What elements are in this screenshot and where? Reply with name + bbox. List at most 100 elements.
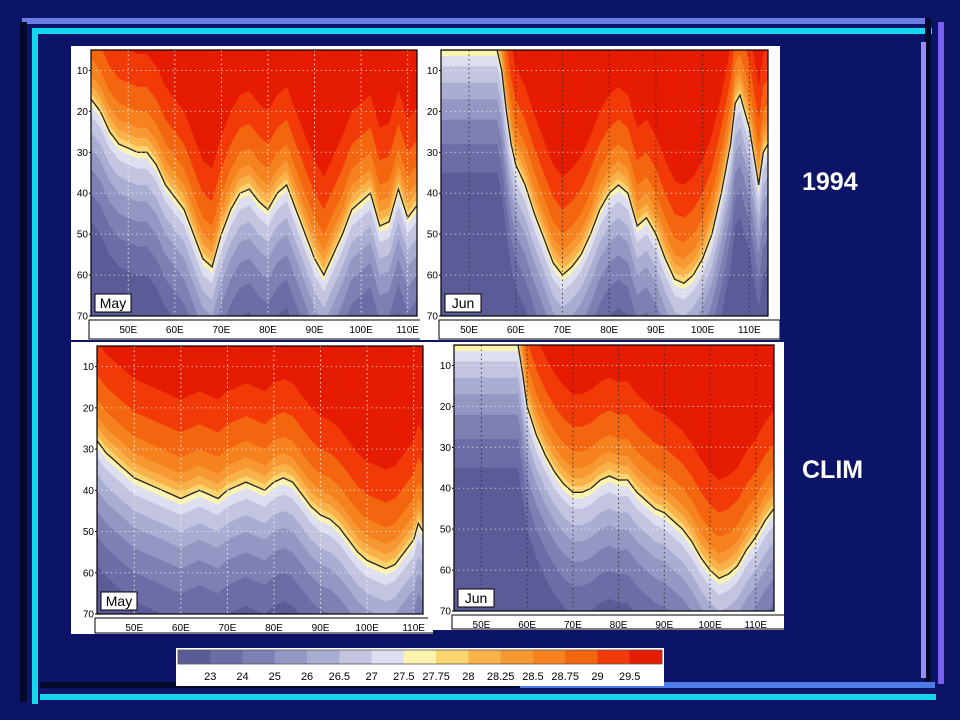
frame-bar-right-dark <box>925 18 931 686</box>
x-tick-label: 60E <box>172 623 190 634</box>
frame-bar-top-light <box>22 18 928 24</box>
legend-label: 26 <box>301 671 313 683</box>
x-tick-label: 80E <box>265 623 283 634</box>
y-tick-label: 60 <box>77 271 89 282</box>
y-tick-label: 30 <box>83 445 95 456</box>
y-tick-label: 30 <box>440 443 452 454</box>
x-tick-label: 50E <box>125 623 143 634</box>
x-tick-label: 110E <box>396 325 419 336</box>
y-tick-label: 50 <box>83 527 95 538</box>
x-tick-label: 60E <box>518 620 536 630</box>
frame-bar-right-inner <box>921 42 926 678</box>
legend-label: 26.5 <box>329 671 350 683</box>
legend-swatch <box>339 650 373 664</box>
chart-panel-clim-jun: 10 20 30 40 50 60 70 50E 60E 70E 80E 90E 100E 110E Jun <box>428 342 784 630</box>
legend-swatch <box>436 650 469 664</box>
color-legend-bar: 23 24 25 26 26.5 27 27.5 27.75 28 28.25 28.5 28.75 2… <box>177 649 663 683</box>
chart-panel-1994-may: 10 20 30 40 50 60 70 50E 60E 70E 80E 90E 100E 110E May <box>71 46 433 340</box>
legend-swatch <box>242 650 276 664</box>
frame-bar-left-dark <box>20 22 27 702</box>
frame-bar-top-cyan <box>32 28 932 34</box>
plot-frame <box>90 49 418 317</box>
month-label: May <box>100 295 126 311</box>
thermocline-line <box>441 50 768 285</box>
x-tick-label: 90E <box>306 325 324 336</box>
x-tick-label: 90E <box>312 623 330 634</box>
x-tick-label: 110E <box>402 623 425 634</box>
thermocline-line <box>97 440 423 570</box>
chart-clim-jun: 10 20 30 40 50 60 70 50E 60E 70E 80E 90E 100E 110E Jun <box>440 344 784 630</box>
month-label-box <box>457 588 495 608</box>
contour-field <box>454 345 774 611</box>
y-tick-label: 40 <box>77 189 89 200</box>
frame-bar-bottom-cyan <box>40 694 936 700</box>
y-tick-label: 70 <box>427 312 439 323</box>
contour-field <box>91 50 417 316</box>
y-tick-label: 30 <box>427 148 439 159</box>
y-tick-label: 40 <box>427 189 439 200</box>
x-tick-label: 60E <box>166 325 184 336</box>
x-axis-strip <box>438 319 780 340</box>
x-tick-label: 80E <box>600 325 618 336</box>
legend-label: 28.25 <box>487 671 515 683</box>
x-tick-label: 70E <box>564 620 582 630</box>
legend-swatch <box>597 650 631 664</box>
month-label: Jun <box>452 295 475 311</box>
y-tick-label: 20 <box>427 107 439 118</box>
x-tick-label: 100E <box>691 325 715 336</box>
month-label-box <box>444 293 482 313</box>
month-label-box <box>100 591 138 611</box>
legend-swatch <box>210 650 244 664</box>
contour-band <box>100 346 423 470</box>
row-label-1994: 1994 <box>802 168 858 196</box>
x-tick-label: 100E <box>355 623 379 634</box>
x-tick-label: 90E <box>655 620 673 630</box>
x-tick-label: 70E <box>213 325 231 336</box>
x-axis-strip <box>451 614 784 630</box>
color-legend: 23 24 25 26 26.5 27 27.5 27.75 28 28.25 28.5 28.75 2… <box>176 648 664 686</box>
legend-label: 27 <box>365 671 377 683</box>
contour-field <box>441 50 768 316</box>
y-tick-label: 10 <box>427 66 439 77</box>
row-label-clim: CLIM <box>802 456 864 484</box>
chart-panel-1994-jun: 10 20 30 40 50 60 70 50E 60E 70E 80E 90E 100E 110E Jun <box>420 46 780 340</box>
legend-swatch <box>371 650 405 664</box>
y-tick-label: 10 <box>440 361 452 372</box>
y-tick-label: 70 <box>440 607 452 618</box>
x-tick-label: 70E <box>554 325 572 336</box>
x-tick-label: 80E <box>259 325 277 336</box>
y-tick-label: 50 <box>440 525 452 536</box>
contour-band <box>512 50 766 185</box>
legend-label: 28.5 <box>522 671 543 683</box>
y-tick-label: 20 <box>83 403 95 414</box>
y-tick-label: 40 <box>440 484 452 495</box>
frame-bar-left-cyan <box>32 32 38 704</box>
y-tick-label: 10 <box>83 362 95 373</box>
contour-band <box>128 50 417 177</box>
month-label: Jun <box>465 590 488 606</box>
y-tick-label: 10 <box>77 66 89 77</box>
y-tick-label: 60 <box>427 271 439 282</box>
x-tick-label: 50E <box>473 620 491 630</box>
x-tick-label: 70E <box>219 623 237 634</box>
x-tick-label: 100E <box>698 620 722 630</box>
x-tick-label: 80E <box>610 620 628 630</box>
contour-band <box>539 345 774 480</box>
legend-label: 27.5 <box>393 671 414 683</box>
legend-label: 23 <box>204 671 216 683</box>
legend-swatch <box>178 650 211 664</box>
legend-label: 28 <box>462 671 474 683</box>
legend-swatch <box>307 650 340 664</box>
y-tick-label: 70 <box>83 610 95 621</box>
legend-frame <box>177 649 663 665</box>
x-tick-label: 110E <box>738 325 761 336</box>
legend-label: 25 <box>269 671 281 683</box>
y-tick-label: 30 <box>77 148 89 159</box>
plot-frame <box>440 49 769 317</box>
y-tick-label: 50 <box>427 230 439 241</box>
legend-swatch <box>274 650 308 664</box>
chart-clim-may: 10 20 30 40 50 60 70 50E 60E 70E 80E 90E 100E 110E May <box>83 345 433 634</box>
x-tick-label: 100E <box>349 325 373 336</box>
legend-swatch <box>629 650 663 664</box>
chart-1994-jun: 10 20 30 40 50 60 70 50E 60E 70E 80E 90E 100E 110E Jun <box>427 49 780 340</box>
